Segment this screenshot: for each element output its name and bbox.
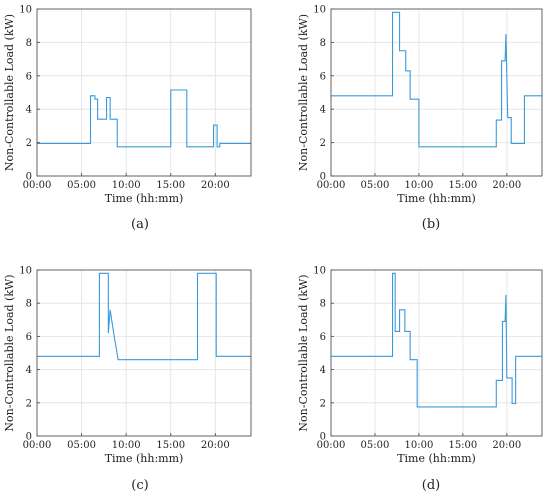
y-tick-label: 10 xyxy=(313,5,326,16)
x-axis-label: Time (hh:mm) xyxy=(397,192,476,205)
x-tick-label: 00:00 xyxy=(23,180,52,191)
plot-area xyxy=(331,270,542,436)
x-axis-label: Time (hh:mm) xyxy=(105,192,184,205)
y-axis-label: Non-Controllable Load (kW) xyxy=(3,14,16,171)
y-tick-label: 6 xyxy=(320,332,326,343)
x-tick-label: 05:00 xyxy=(67,180,96,191)
x-tick-label: 15:00 xyxy=(156,440,185,451)
x-tick-label: 20:00 xyxy=(201,180,230,191)
y-tick-label: 4 xyxy=(26,365,32,376)
y-tick-label: 6 xyxy=(26,71,32,82)
chart-panel: 00:00 05:00 10:00 15:00 20:00 0 2 4 6 8 10 Time (hh… xyxy=(297,5,543,232)
x-tick-label: 10:00 xyxy=(112,440,141,451)
axes-frame xyxy=(330,269,543,437)
y-tick-label: 6 xyxy=(320,71,326,82)
y-tick-label: 10 xyxy=(313,266,326,277)
x-tick-label: 05:00 xyxy=(361,180,390,191)
x-tick-label: 00:00 xyxy=(317,440,346,451)
y-tick-label: 4 xyxy=(320,365,326,376)
plot-area xyxy=(37,270,251,436)
x-tick-label: 10:00 xyxy=(112,180,141,191)
panel-label: (b) xyxy=(422,217,440,232)
plot-area xyxy=(37,9,251,176)
axes-frame xyxy=(36,269,252,437)
plot-area xyxy=(331,9,542,176)
y-tick-label: 0 xyxy=(26,432,32,443)
axes-frame xyxy=(36,8,252,177)
x-tick-label: 20:00 xyxy=(201,440,230,451)
y-tick-label: 8 xyxy=(320,299,326,310)
series-line xyxy=(331,272,542,408)
chart-panel: 00:00 05:00 10:00 15:00 20:00 0 2 4 6 8 10 Time (hh… xyxy=(3,5,252,232)
x-tick-label: 20:00 xyxy=(492,440,521,451)
x-tick-label: 00:00 xyxy=(317,180,346,191)
x-tick-label: 15:00 xyxy=(448,180,477,191)
x-tick-label: 10:00 xyxy=(405,180,434,191)
series-line xyxy=(37,89,251,148)
x-tick-label: 05:00 xyxy=(361,440,390,451)
y-tick-label: 2 xyxy=(320,138,326,149)
panel-label: (a) xyxy=(131,217,149,232)
series-line xyxy=(331,11,542,148)
x-tick-label: 10:00 xyxy=(405,440,434,451)
y-axis-label: Non-Controllable Load (kW) xyxy=(297,14,310,171)
y-tick-label: 2 xyxy=(320,398,326,409)
x-tick-label: 20:00 xyxy=(492,180,521,191)
x-tick-label: 05:00 xyxy=(67,440,96,451)
x-axis-label: Time (hh:mm) xyxy=(397,452,476,465)
chart-panel: 00:00 05:00 10:00 15:00 20:00 0 2 4 6 8 10 Time (hh… xyxy=(3,266,252,493)
x-tick-label: 15:00 xyxy=(156,180,185,191)
y-tick-label: 4 xyxy=(320,105,326,116)
panel-label: (c) xyxy=(131,478,148,493)
y-tick-label: 10 xyxy=(19,5,32,16)
y-axis-label: Non-Controllable Load (kW) xyxy=(3,274,16,431)
y-tick-label: 0 xyxy=(320,432,326,443)
panel-label: (d) xyxy=(422,478,440,493)
y-tick-label: 8 xyxy=(26,299,32,310)
y-tick-label: 8 xyxy=(320,38,326,49)
y-axis-label: Non-Controllable Load (kW) xyxy=(297,274,310,431)
chart-panel: 00:00 05:00 10:00 15:00 20:00 0 2 4 6 8 10 Time (hh… xyxy=(297,266,543,493)
y-tick-label: 4 xyxy=(26,105,32,116)
x-tick-label: 15:00 xyxy=(448,440,477,451)
x-axis-label: Time (hh:mm) xyxy=(105,452,184,465)
y-tick-label: 10 xyxy=(19,266,32,277)
y-tick-label: 2 xyxy=(26,398,32,409)
y-tick-label: 8 xyxy=(26,38,32,49)
y-tick-label: 6 xyxy=(26,332,32,343)
y-tick-label: 2 xyxy=(26,138,32,149)
y-tick-label: 0 xyxy=(26,172,32,183)
y-tick-label: 0 xyxy=(320,172,326,183)
axes-frame xyxy=(330,8,543,177)
x-tick-label: 00:00 xyxy=(23,440,52,451)
series-line xyxy=(37,272,251,361)
